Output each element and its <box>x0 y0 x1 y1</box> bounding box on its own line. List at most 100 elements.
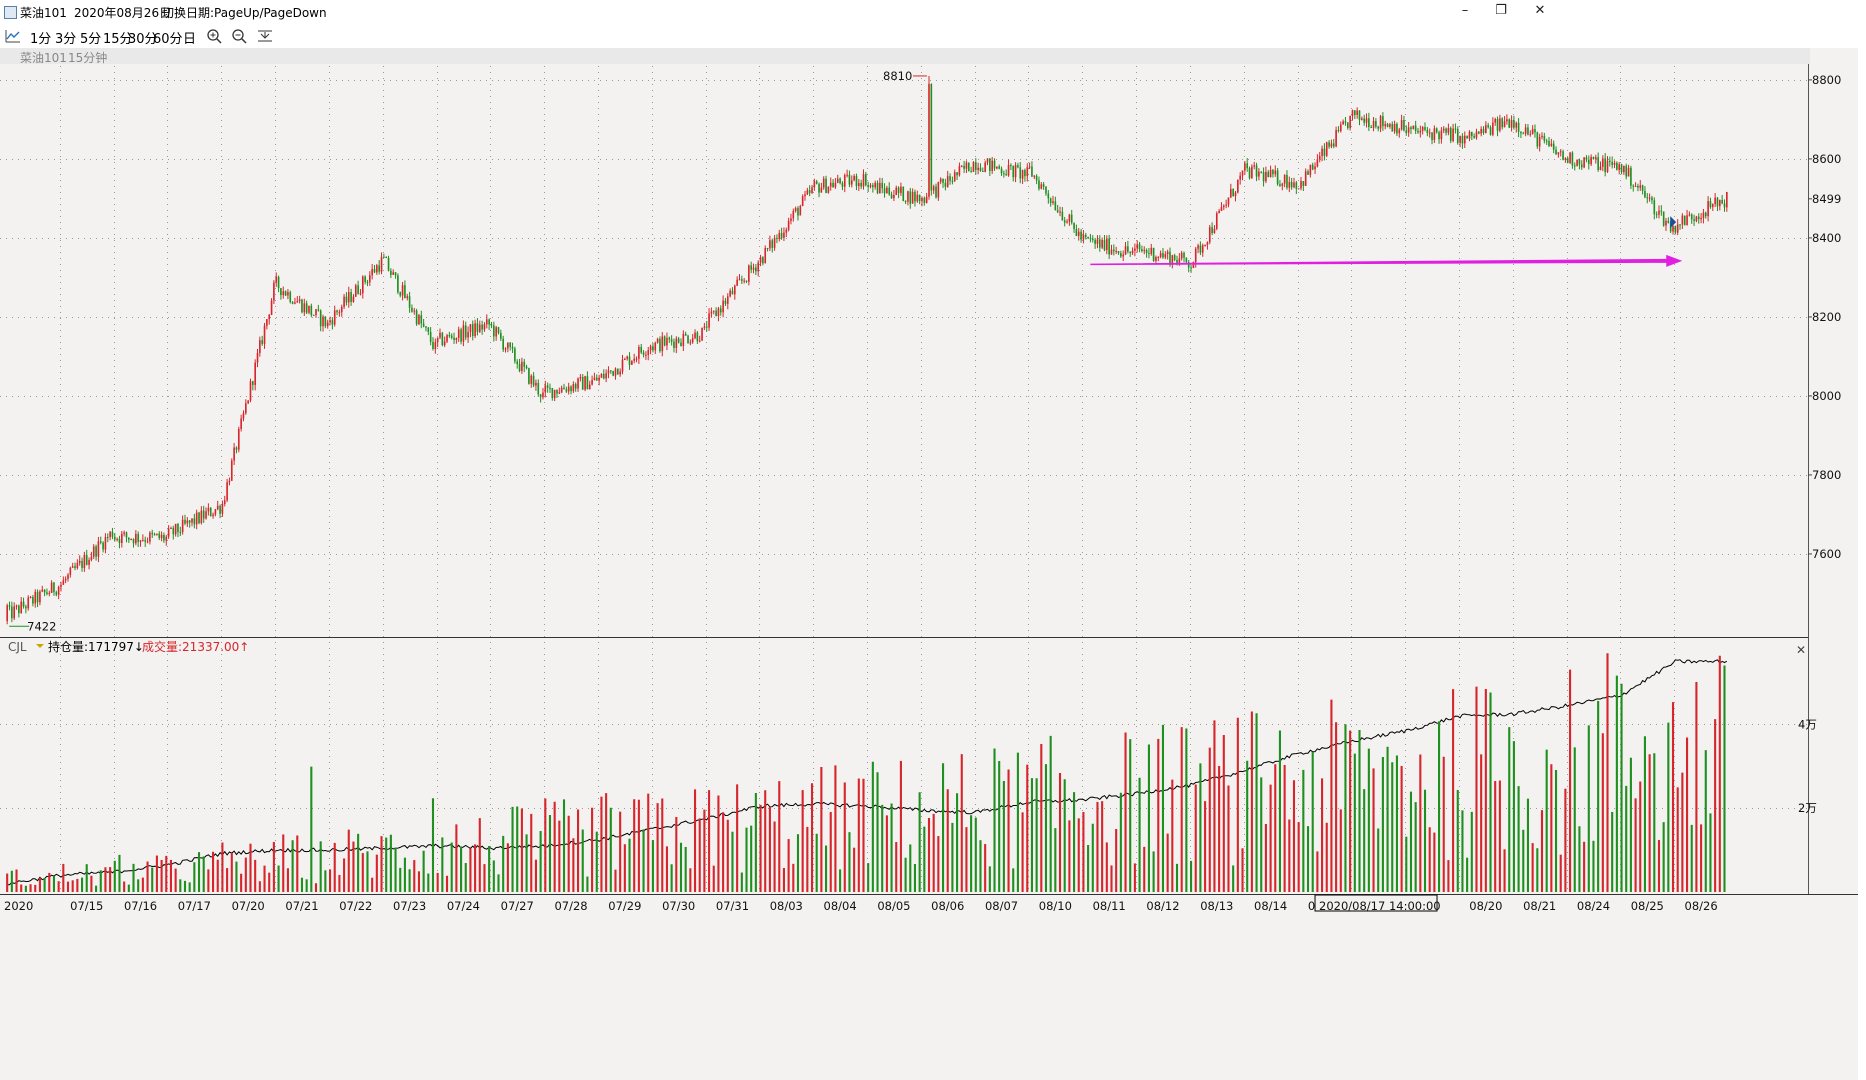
candle-body <box>549 387 551 389</box>
indicator-name[interactable]: CJL <box>8 640 27 654</box>
candle-body <box>984 162 986 172</box>
candle-body <box>1150 247 1153 254</box>
candle-body <box>78 560 81 564</box>
candle-body <box>1346 122 1349 129</box>
restore-button[interactable]: ❐ <box>1495 3 1507 18</box>
candle-body <box>432 341 434 349</box>
minimize-button[interactable]: – <box>1461 3 1469 18</box>
candle-body <box>1237 179 1239 193</box>
candle-body <box>537 382 540 395</box>
candle-body <box>1597 157 1599 170</box>
candle-body <box>762 257 764 264</box>
candle-body <box>434 342 437 349</box>
candle-body <box>1321 148 1323 157</box>
x-axis-label: 08/20 <box>1469 899 1502 913</box>
candle-body <box>925 196 928 203</box>
candle-body <box>1258 171 1260 177</box>
chart-grid <box>0 64 1858 1080</box>
candle-body <box>642 352 645 355</box>
close-button[interactable]: ✕ <box>1534 3 1546 18</box>
candle-body <box>743 280 745 282</box>
candle-body <box>230 460 233 481</box>
candle-body <box>654 342 657 351</box>
candle-body <box>1108 238 1110 255</box>
period-day[interactable]: 日 <box>183 32 197 47</box>
candle-body <box>514 348 516 362</box>
candle-body <box>1283 174 1286 184</box>
candle-body <box>1711 204 1714 208</box>
candle-body <box>1070 214 1073 223</box>
candle-body <box>252 381 254 385</box>
candle-body <box>525 366 528 369</box>
zoom-in-icon[interactable] <box>206 28 224 44</box>
candle-body <box>708 313 710 328</box>
candle-body <box>1244 163 1246 171</box>
candle-body <box>1718 199 1721 207</box>
candle-body <box>883 188 886 194</box>
candle-body <box>247 400 249 404</box>
candle-body <box>1342 121 1344 125</box>
candle-body <box>1176 259 1178 264</box>
candle-body <box>668 337 671 340</box>
candle-body <box>1138 244 1141 250</box>
candle-body <box>1052 201 1054 203</box>
candle-body <box>266 319 268 326</box>
candle-body <box>436 337 439 343</box>
candle-body <box>387 257 390 271</box>
candle-body <box>691 338 694 343</box>
candle-body <box>305 303 308 313</box>
candle-body <box>1309 164 1312 175</box>
candle-body <box>551 387 554 399</box>
candle-body <box>223 500 226 505</box>
candle-body <box>102 542 104 550</box>
candle-body <box>1527 127 1529 135</box>
zoom-out-icon[interactable] <box>231 28 249 44</box>
candle-body <box>1087 236 1089 239</box>
candle-body <box>1414 125 1417 131</box>
price-axis-label: 8499 <box>1812 192 1841 206</box>
candle-body <box>918 194 921 202</box>
period-60min[interactable]: 60分 <box>153 32 183 47</box>
period-15min[interactable]: 15分 <box>103 32 133 47</box>
candle-body <box>1466 135 1468 139</box>
candle-body <box>146 541 149 543</box>
candle-body <box>857 183 860 187</box>
candle-body <box>1405 130 1408 133</box>
candle-body <box>104 537 107 550</box>
cursor-date-box <box>1314 894 1438 912</box>
period-3min[interactable]: 3分 <box>55 32 77 47</box>
candle-body <box>1552 143 1555 150</box>
candle-body <box>1646 197 1649 199</box>
line-chart-icon[interactable] <box>4 28 22 44</box>
candle-body <box>850 180 853 185</box>
x-axis-label: 08/12 <box>1146 899 1179 913</box>
indicator-close-button[interactable]: ✕ <box>1796 643 1806 657</box>
period-1min[interactable]: 1分 <box>30 32 52 47</box>
candle-body <box>298 299 301 302</box>
candle-body <box>1594 157 1597 159</box>
candle-body <box>958 166 961 176</box>
candle-body <box>1517 122 1520 132</box>
fit-icon[interactable] <box>256 28 274 44</box>
candle-body <box>649 346 652 351</box>
candle-body <box>1222 205 1225 208</box>
candle-body <box>144 539 147 542</box>
candle-body <box>528 368 530 384</box>
candle-body <box>15 605 18 607</box>
candle-body <box>1611 161 1614 165</box>
candle-body <box>1194 248 1197 263</box>
candle-body <box>874 182 877 188</box>
candle-body <box>1012 165 1015 178</box>
candle-body <box>55 592 58 595</box>
volume-axis-label: 2万 <box>1798 801 1817 815</box>
candle-body <box>361 276 364 294</box>
candle-body <box>284 291 287 296</box>
candle-body <box>780 232 783 238</box>
period-30min[interactable]: 30分 <box>128 32 158 47</box>
candle-body <box>1040 184 1043 189</box>
candle-body <box>359 293 362 295</box>
period-5min[interactable]: 5分 <box>80 32 102 47</box>
candle-body <box>827 186 830 193</box>
candle-body <box>553 389 556 399</box>
